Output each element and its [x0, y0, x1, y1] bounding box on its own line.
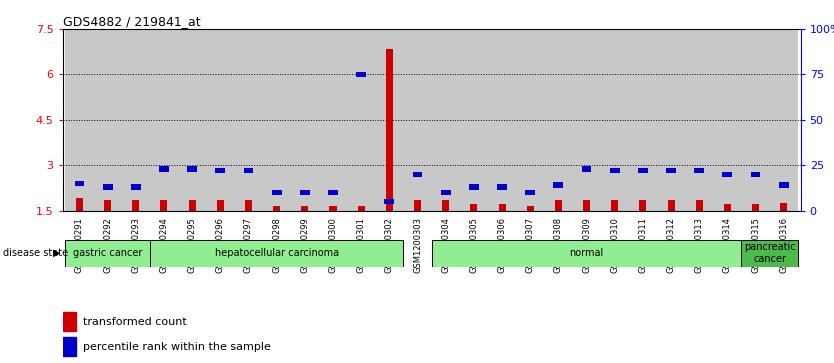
Bar — [545, 29, 572, 211]
Bar — [741, 29, 770, 211]
Bar — [263, 29, 291, 211]
Bar — [525, 189, 535, 195]
Bar — [384, 199, 394, 204]
Bar — [404, 29, 432, 211]
Bar — [442, 200, 450, 211]
Bar — [74, 181, 84, 186]
Bar — [667, 200, 675, 211]
Bar — [638, 168, 648, 173]
Bar — [583, 200, 590, 211]
Bar — [666, 168, 676, 173]
Bar — [150, 29, 178, 211]
Text: ▶: ▶ — [53, 248, 60, 258]
Bar — [724, 204, 731, 211]
Bar — [610, 168, 620, 173]
Bar — [469, 184, 479, 189]
Bar — [103, 184, 113, 189]
Bar — [187, 166, 197, 172]
Bar — [375, 29, 404, 211]
Bar — [217, 200, 224, 211]
Bar — [470, 204, 477, 211]
Bar — [432, 240, 741, 267]
Text: pancreatic
cancer: pancreatic cancer — [744, 242, 796, 264]
Bar — [76, 199, 83, 211]
Bar — [245, 200, 252, 211]
Text: GDS4882 / 219841_at: GDS4882 / 219841_at — [63, 15, 200, 28]
Bar — [291, 29, 319, 211]
Bar — [386, 49, 393, 211]
Bar — [300, 189, 309, 195]
Text: gastric cancer: gastric cancer — [73, 248, 143, 258]
Bar — [581, 166, 591, 172]
Bar — [347, 29, 375, 211]
Text: disease state: disease state — [3, 248, 68, 258]
Text: normal: normal — [570, 248, 604, 258]
Text: hepatocellular carcinoma: hepatocellular carcinoma — [214, 248, 339, 258]
Bar — [555, 200, 562, 211]
Bar — [150, 240, 404, 267]
Bar — [657, 29, 686, 211]
Bar — [358, 206, 364, 211]
Bar — [713, 29, 741, 211]
Bar — [244, 168, 254, 173]
Bar — [159, 166, 169, 172]
Bar — [178, 29, 206, 211]
Bar — [499, 204, 505, 211]
Bar — [488, 29, 516, 211]
Bar — [741, 240, 798, 267]
Bar — [752, 204, 759, 211]
Bar — [356, 72, 366, 77]
Bar — [65, 240, 150, 267]
Bar — [554, 183, 563, 188]
Bar — [63, 312, 76, 331]
Bar — [640, 200, 646, 211]
Bar — [696, 200, 703, 211]
Bar — [329, 206, 336, 211]
Text: transformed count: transformed count — [83, 317, 187, 327]
Bar — [65, 29, 93, 211]
Bar — [440, 189, 450, 195]
Bar — [122, 29, 150, 211]
Bar — [93, 29, 122, 211]
Bar — [414, 200, 421, 211]
Bar — [527, 206, 534, 211]
Bar — [611, 200, 618, 211]
Bar — [319, 29, 347, 211]
Bar — [188, 200, 196, 211]
Bar — [600, 29, 629, 211]
Bar — [779, 183, 789, 188]
Bar — [432, 29, 460, 211]
Bar — [751, 172, 761, 177]
Bar — [104, 200, 111, 211]
Bar — [272, 189, 282, 195]
Bar — [629, 29, 657, 211]
Bar — [722, 172, 732, 177]
Bar — [516, 29, 545, 211]
Bar — [328, 189, 338, 195]
Text: percentile rank within the sample: percentile rank within the sample — [83, 342, 271, 352]
Bar — [770, 29, 798, 211]
Bar — [460, 29, 488, 211]
Bar — [781, 203, 787, 211]
Bar — [215, 168, 225, 173]
Bar — [234, 29, 263, 211]
Bar — [206, 29, 234, 211]
Bar — [133, 200, 139, 211]
Bar — [160, 200, 168, 211]
Bar — [301, 206, 309, 211]
Bar — [273, 206, 280, 211]
Bar — [572, 29, 600, 211]
Bar — [131, 184, 141, 189]
Bar — [63, 337, 76, 356]
Bar — [413, 172, 423, 177]
Bar — [497, 184, 507, 189]
Bar — [694, 168, 704, 173]
Bar — [686, 29, 713, 211]
